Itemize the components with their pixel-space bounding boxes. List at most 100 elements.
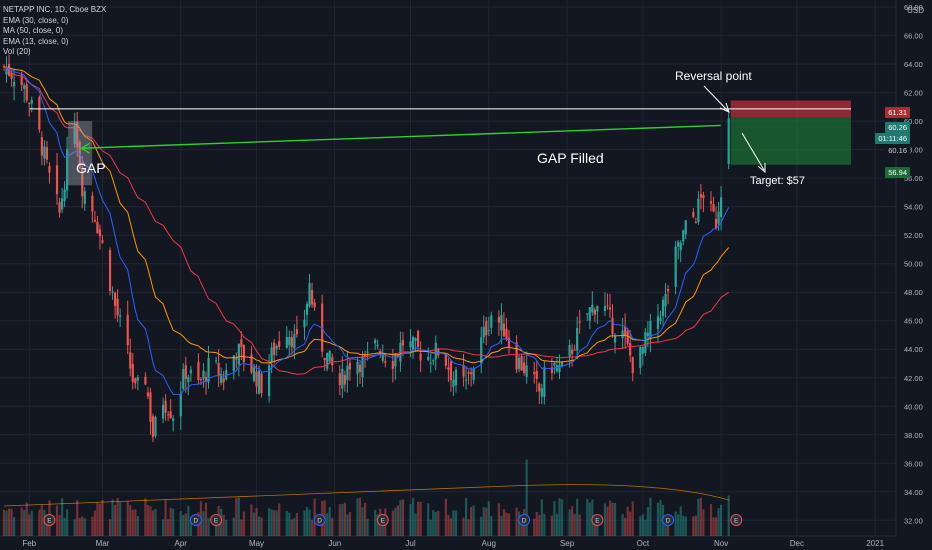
drawings[interactable]: [29, 85, 851, 186]
volume-bar: [55, 505, 59, 536]
volume-bar: [13, 517, 16, 536]
ma50-legend[interactable]: MA (50, close, 0): [3, 26, 64, 35]
volume-bar: [464, 498, 468, 536]
candle-body: [363, 355, 367, 357]
volume-bar: [588, 502, 591, 536]
candle-body: [93, 219, 96, 222]
candle-body: [586, 313, 589, 315]
candle-body: [126, 314, 129, 346]
volume-bar: [525, 459, 528, 536]
gap-filled-label[interactable]: GAP Filled: [537, 150, 604, 166]
ma50-line: [3, 66, 729, 375]
volume-bar: [639, 516, 642, 536]
event-marker: [43, 514, 56, 526]
volume-bar: [659, 499, 662, 536]
candle-body: [525, 365, 528, 377]
candle-body: [515, 342, 518, 370]
volume-bar: [207, 517, 210, 536]
candle-body: [341, 368, 344, 389]
candle-body: [38, 97, 41, 130]
volume-bar: [358, 497, 362, 536]
candle-body: [356, 361, 359, 374]
event-marker: [730, 514, 743, 526]
volume-bar: [111, 499, 114, 536]
y-tick-label: 68.00: [904, 3, 923, 12]
candle-body: [98, 229, 102, 237]
volume-bar: [285, 510, 288, 536]
volume-bar: [169, 507, 172, 536]
candle-body: [573, 349, 576, 351]
candle-body: [467, 372, 470, 374]
volume-bar: [467, 519, 470, 536]
volume-bar: [702, 509, 705, 536]
volume-bar: [146, 505, 150, 536]
volume-bar: [240, 519, 243, 536]
event-marker: [662, 514, 675, 526]
ema30-legend[interactable]: EMA (30, close, 0): [3, 15, 69, 25]
symbol-title[interactable]: NETAPP INC, 1D, Cboe BZX: [3, 5, 107, 14]
volume-bar: [202, 511, 205, 536]
candle-body: [381, 354, 384, 361]
candle-body: [550, 367, 554, 373]
candle-body: [293, 334, 296, 349]
candle-body: [242, 345, 245, 363]
volume-legend[interactable]: Vol (20): [3, 47, 31, 56]
ema13-legend[interactable]: EMA (13, close, 0): [3, 36, 69, 46]
target-label[interactable]: Target: $57: [750, 175, 806, 187]
candle-body: [427, 357, 430, 360]
candle-body: [20, 74, 23, 86]
candle-body: [487, 329, 490, 331]
candle-body: [149, 392, 152, 422]
volume-bar: [447, 514, 450, 536]
time-axis[interactable]: FebMarAprMayJunJulAugSepOctNovDec2021Feb: [22, 539, 932, 548]
volume-bar: [268, 508, 271, 536]
candle-body: [215, 360, 218, 362]
volume-bar: [187, 505, 190, 536]
candle-body: [235, 358, 238, 360]
volume-bar: [134, 509, 137, 536]
volume-bar: [573, 513, 576, 536]
event-marker: [591, 514, 604, 526]
candle-body: [91, 195, 94, 212]
candle-body: [111, 291, 114, 293]
y-tick-label: 64.00: [904, 60, 923, 69]
y-tick-label: 46.00: [904, 317, 923, 326]
candle-body: [134, 378, 137, 384]
volume-bar: [308, 509, 311, 536]
volume-bars: [2, 459, 730, 536]
reversal-point-label[interactable]: Reversal point: [675, 69, 752, 83]
candle-body: [260, 373, 263, 393]
volume-bar: [490, 515, 493, 536]
volume-bar: [505, 512, 508, 536]
volume-bar: [543, 514, 546, 536]
volume-bar: [482, 507, 485, 536]
volume-bar: [78, 517, 81, 536]
volume-bar: [114, 504, 117, 536]
volume-bar: [235, 498, 238, 536]
candle-body: [576, 328, 579, 351]
y-tick-label: 58.00: [904, 146, 923, 155]
gap-label[interactable]: GAP: [76, 160, 106, 176]
volume-bar: [10, 508, 13, 536]
candle-body: [374, 339, 377, 344]
candle-body: [452, 379, 455, 387]
candle-body: [343, 375, 346, 385]
volume-bar: [697, 498, 700, 536]
candle-body: [490, 315, 493, 328]
volume-bar: [58, 514, 61, 536]
candle-body: [626, 330, 629, 344]
candle-body: [78, 141, 81, 169]
volume-bar: [232, 517, 235, 536]
y-tick-label: 38.00: [904, 431, 923, 440]
target-arrow: [741, 132, 765, 171]
candle-body: [45, 147, 49, 160]
risk-reward-zones[interactable]: [730, 100, 851, 165]
volume-bar: [361, 507, 364, 536]
volume-bar: [699, 498, 702, 536]
price-axis[interactable]: 32.00 34.00 36.00 38.00 40.00 42.00 44.00 46.00…: [904, 3, 923, 525]
candle-body: [295, 329, 298, 335]
candle-body: [434, 342, 437, 360]
candle-body: [5, 68, 8, 75]
